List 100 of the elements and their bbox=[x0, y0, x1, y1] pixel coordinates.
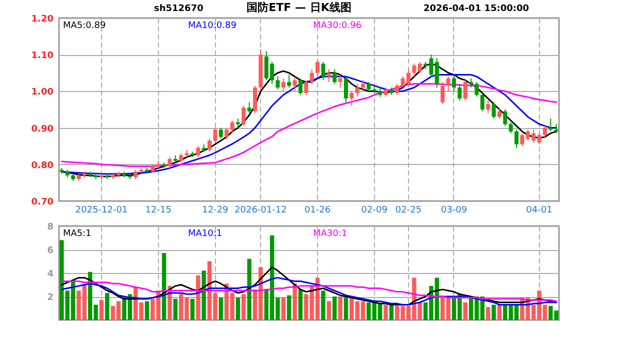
candlestick bbox=[514, 129, 519, 148]
y-tick-label: 1.10 bbox=[31, 51, 54, 62]
bar bbox=[492, 304, 496, 320]
y-tick-label: 4 bbox=[47, 270, 54, 280]
bar bbox=[99, 300, 104, 320]
bar bbox=[242, 294, 246, 320]
candlestick bbox=[446, 76, 450, 92]
candlestick bbox=[344, 76, 348, 103]
bar bbox=[338, 296, 342, 320]
candlestick bbox=[310, 68, 314, 84]
bar bbox=[486, 307, 490, 320]
x-tick-label: 2026-01-12 bbox=[234, 206, 287, 216]
x-tick-label: 12-29 bbox=[202, 206, 229, 216]
candlestick bbox=[395, 83, 400, 96]
y-tick-label: 0.90 bbox=[31, 124, 54, 134]
candlestick bbox=[378, 87, 382, 98]
y-tick-label: 1.20 bbox=[31, 14, 54, 24]
candlestick bbox=[332, 68, 337, 84]
bar bbox=[326, 301, 331, 320]
x-tick-label: 12-15 bbox=[145, 206, 172, 216]
candlestick bbox=[440, 82, 445, 105]
bar bbox=[344, 298, 348, 320]
bar bbox=[218, 298, 223, 320]
bar bbox=[497, 304, 502, 320]
bar bbox=[236, 298, 240, 320]
candlestick bbox=[554, 124, 558, 134]
candlestick bbox=[298, 78, 302, 96]
candlestick bbox=[463, 80, 468, 101]
candlestick bbox=[458, 83, 462, 101]
y-tick-label: 2 bbox=[47, 293, 54, 303]
text: MA10:1 bbox=[188, 229, 222, 239]
text: sh512670 bbox=[154, 4, 204, 14]
candlestick bbox=[434, 58, 439, 88]
candlestick bbox=[469, 78, 474, 88]
candlestick bbox=[287, 74, 292, 88]
candlestick bbox=[208, 138, 212, 152]
bar bbox=[463, 302, 468, 320]
candlestick bbox=[492, 102, 496, 120]
candlestick bbox=[361, 80, 366, 92]
text: MA30:0.96 bbox=[313, 21, 362, 31]
bar bbox=[173, 298, 178, 320]
candlestick bbox=[304, 80, 308, 96]
candlestick bbox=[242, 105, 246, 126]
bar bbox=[321, 290, 326, 320]
candlestick bbox=[230, 120, 234, 134]
candlestick bbox=[326, 68, 331, 83]
text: MA5:0.89 bbox=[63, 21, 106, 31]
candlestick bbox=[218, 127, 223, 140]
text: MA10:0.89 bbox=[188, 21, 237, 31]
candlestick bbox=[134, 169, 138, 180]
candlestick bbox=[196, 146, 200, 158]
bar bbox=[190, 298, 195, 320]
candlestick bbox=[252, 85, 257, 114]
candlestick bbox=[497, 107, 502, 120]
x-tick-label: 02-25 bbox=[395, 206, 422, 216]
chart-title: 国防ETF — 日K线图 bbox=[246, 1, 352, 14]
candlestick bbox=[366, 82, 371, 92]
y-tick-label: 1.00 bbox=[31, 88, 54, 98]
candlestick bbox=[503, 109, 508, 126]
candlestick bbox=[168, 156, 172, 169]
candlestick bbox=[474, 82, 479, 98]
x-tick-label: 01-26 bbox=[304, 206, 331, 216]
y-tick-label: 8 bbox=[47, 222, 54, 232]
candlestick bbox=[179, 152, 184, 164]
bar bbox=[298, 289, 303, 320]
y-tick-label: 6 bbox=[47, 246, 54, 256]
candlestick bbox=[213, 127, 218, 143]
candlestick bbox=[350, 90, 354, 106]
bar bbox=[292, 284, 297, 320]
text: MA30:1 bbox=[313, 229, 348, 239]
x-tick-label: 03-09 bbox=[440, 206, 468, 216]
text: 2026-04-01 15:00:00 bbox=[424, 4, 529, 14]
candlestick bbox=[412, 63, 416, 78]
candlestick bbox=[542, 125, 547, 138]
candlestick bbox=[520, 132, 524, 147]
candlestick bbox=[418, 61, 422, 74]
bar bbox=[202, 270, 206, 320]
candlestick bbox=[276, 76, 280, 90]
bar bbox=[384, 304, 388, 320]
x-tick-label: 04-01 bbox=[526, 206, 552, 216]
candlestick bbox=[508, 122, 513, 134]
candlestick bbox=[452, 76, 456, 92]
bar bbox=[105, 292, 110, 320]
candlestick bbox=[247, 102, 252, 114]
text: MA5:1 bbox=[63, 229, 92, 239]
candlestick bbox=[355, 83, 360, 98]
candlestick bbox=[480, 92, 484, 112]
x-tick-label: 02-09 bbox=[361, 206, 388, 216]
candlestick bbox=[224, 127, 229, 140]
candlestick bbox=[321, 61, 326, 81]
candlestick bbox=[292, 76, 297, 92]
candlestick bbox=[316, 60, 320, 78]
candlestick bbox=[486, 100, 490, 114]
candlestick bbox=[384, 87, 388, 98]
bar bbox=[389, 304, 394, 320]
bar bbox=[281, 298, 286, 320]
y-tick-label: 0.80 bbox=[31, 160, 54, 171]
bar bbox=[332, 296, 337, 320]
y-tick-label: 0.70 bbox=[31, 198, 54, 208]
bar bbox=[247, 258, 252, 320]
